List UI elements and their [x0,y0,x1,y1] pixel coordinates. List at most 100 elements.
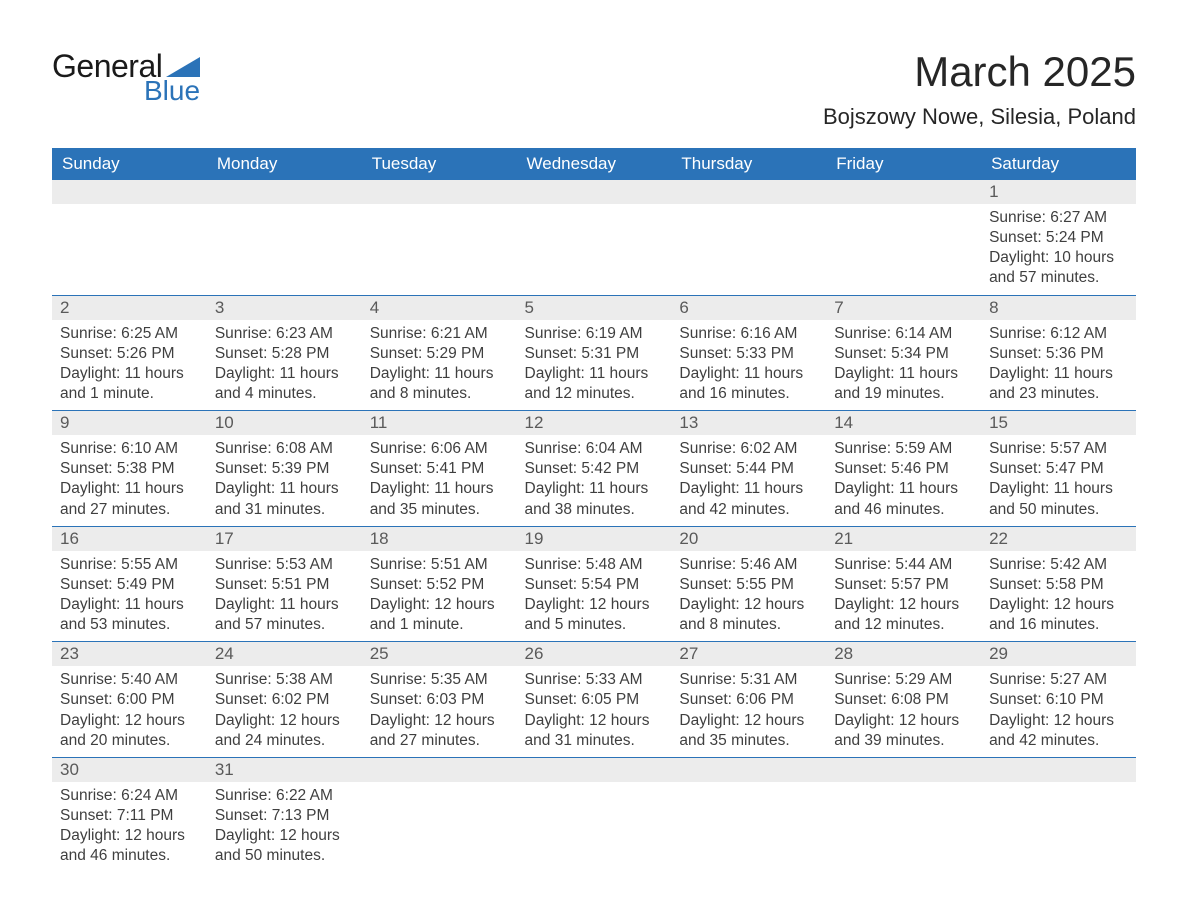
day-cell: Sunrise: 5:42 AMSunset: 5:58 PMDaylight:… [981,551,1136,642]
sunrise-text: Sunrise: 5:59 AM [834,439,971,459]
day-cell [671,204,826,295]
sunset-text: Sunset: 5:44 PM [679,459,816,479]
day-cell: Sunrise: 6:22 AMSunset: 7:13 PMDaylight:… [207,782,362,873]
day-number [207,180,362,184]
sunrise-text: Sunrise: 5:53 AM [215,555,352,575]
day-number: 30 [52,758,207,782]
day-number [517,180,672,184]
day-cell: 9 [52,411,207,435]
sunset-text: Sunset: 5:54 PM [525,575,662,595]
day-number [826,180,981,184]
day-number: 16 [52,527,207,551]
week-row: Sunrise: 5:55 AMSunset: 5:49 PMDaylight:… [52,551,1136,642]
day-number: 26 [517,642,672,666]
day-number: 7 [826,296,981,320]
sunrise-text: Sunrise: 5:48 AM [525,555,662,575]
day-b-text: and 39 minutes. [834,731,971,751]
day-cell: 2 [52,296,207,320]
day-a-text: Daylight: 11 hours [370,364,507,384]
logo-text-blue: Blue [144,75,200,107]
sunset-text: Sunset: 6:05 PM [525,690,662,710]
sunset-text: Sunset: 5:26 PM [60,344,197,364]
sunset-text: Sunset: 6:02 PM [215,690,352,710]
day-number: 15 [981,411,1136,435]
sunrise-text: Sunrise: 6:06 AM [370,439,507,459]
day-number: 18 [362,527,517,551]
sunrise-text: Sunrise: 6:12 AM [989,324,1126,344]
day-cell: 13 [671,411,826,435]
day-cell [981,758,1136,782]
week-row: Sunrise: 6:25 AMSunset: 5:26 PMDaylight:… [52,320,1136,411]
sunset-text: Sunset: 7:11 PM [60,806,197,826]
col-header: Saturday [981,148,1136,180]
day-cell: Sunrise: 6:14 AMSunset: 5:34 PMDaylight:… [826,320,981,411]
day-cell: 5 [517,296,672,320]
sunset-text: Sunset: 6:10 PM [989,690,1126,710]
week-row: Sunrise: 6:27 AMSunset: 5:24 PMDaylight:… [52,204,1136,295]
sunset-text: Sunset: 6:06 PM [679,690,816,710]
day-number [826,758,981,762]
day-b-text: and 8 minutes. [679,615,816,635]
sunset-text: Sunset: 5:31 PM [525,344,662,364]
day-cell: Sunrise: 5:35 AMSunset: 6:03 PMDaylight:… [362,666,517,757]
month-title: March 2025 [823,48,1136,96]
day-a-text: Daylight: 12 hours [60,826,197,846]
day-a-text: Daylight: 11 hours [834,479,971,499]
day-cell: 31 [207,758,362,782]
daynum-row: 2345678 [52,296,1136,320]
day-cell: Sunrise: 5:31 AMSunset: 6:06 PMDaylight:… [671,666,826,757]
day-cell [207,180,362,204]
day-a-text: Daylight: 11 hours [679,479,816,499]
title-block: March 2025 Bojszowy Nowe, Silesia, Polan… [823,48,1136,130]
day-b-text: and 42 minutes. [679,500,816,520]
day-a-text: Daylight: 11 hours [60,364,197,384]
day-b-text: and 46 minutes. [834,500,971,520]
location-subtitle: Bojszowy Nowe, Silesia, Poland [823,104,1136,130]
day-a-text: Daylight: 11 hours [370,479,507,499]
sunrise-text: Sunrise: 5:35 AM [370,670,507,690]
sunrise-text: Sunrise: 5:33 AM [525,670,662,690]
day-b-text: and 12 minutes. [525,384,662,404]
day-cell: Sunrise: 5:38 AMSunset: 6:02 PMDaylight:… [207,666,362,757]
day-cell [517,782,672,873]
day-cell: 19 [517,527,672,551]
day-cell: Sunrise: 5:27 AMSunset: 6:10 PMDaylight:… [981,666,1136,757]
sunrise-text: Sunrise: 5:44 AM [834,555,971,575]
day-number: 25 [362,642,517,666]
sunset-text: Sunset: 5:57 PM [834,575,971,595]
day-cell: 28 [826,642,981,666]
daynum-row: 3031 [52,758,1136,782]
day-a-text: Daylight: 11 hours [679,364,816,384]
day-cell: Sunrise: 6:16 AMSunset: 5:33 PMDaylight:… [671,320,826,411]
day-number [52,180,207,184]
day-cell [362,180,517,204]
day-cell [362,758,517,782]
day-b-text: and 1 minute. [60,384,197,404]
day-cell: 20 [671,527,826,551]
sunrise-text: Sunrise: 6:24 AM [60,786,197,806]
day-a-text: Daylight: 12 hours [679,595,816,615]
sunrise-text: Sunrise: 5:51 AM [370,555,507,575]
sunset-text: Sunset: 5:49 PM [60,575,197,595]
day-a-text: Daylight: 12 hours [215,711,352,731]
sunset-text: Sunset: 5:34 PM [834,344,971,364]
day-a-text: Daylight: 11 hours [60,595,197,615]
day-cell: 15 [981,411,1136,435]
day-number: 22 [981,527,1136,551]
sunrise-text: Sunrise: 5:46 AM [679,555,816,575]
day-b-text: and 16 minutes. [989,615,1126,635]
day-cell: Sunrise: 6:04 AMSunset: 5:42 PMDaylight:… [517,435,672,526]
day-cell: 10 [207,411,362,435]
sunrise-text: Sunrise: 5:38 AM [215,670,352,690]
day-b-text: and 8 minutes. [370,384,507,404]
day-number: 31 [207,758,362,782]
daynum-row: 9101112131415 [52,411,1136,435]
day-number [671,180,826,184]
sunset-text: Sunset: 5:47 PM [989,459,1126,479]
day-b-text: and 57 minutes. [215,615,352,635]
day-cell: 21 [826,527,981,551]
day-number: 2 [52,296,207,320]
sunset-text: Sunset: 5:33 PM [679,344,816,364]
day-a-text: Daylight: 12 hours [834,595,971,615]
day-cell: Sunrise: 6:25 AMSunset: 5:26 PMDaylight:… [52,320,207,411]
